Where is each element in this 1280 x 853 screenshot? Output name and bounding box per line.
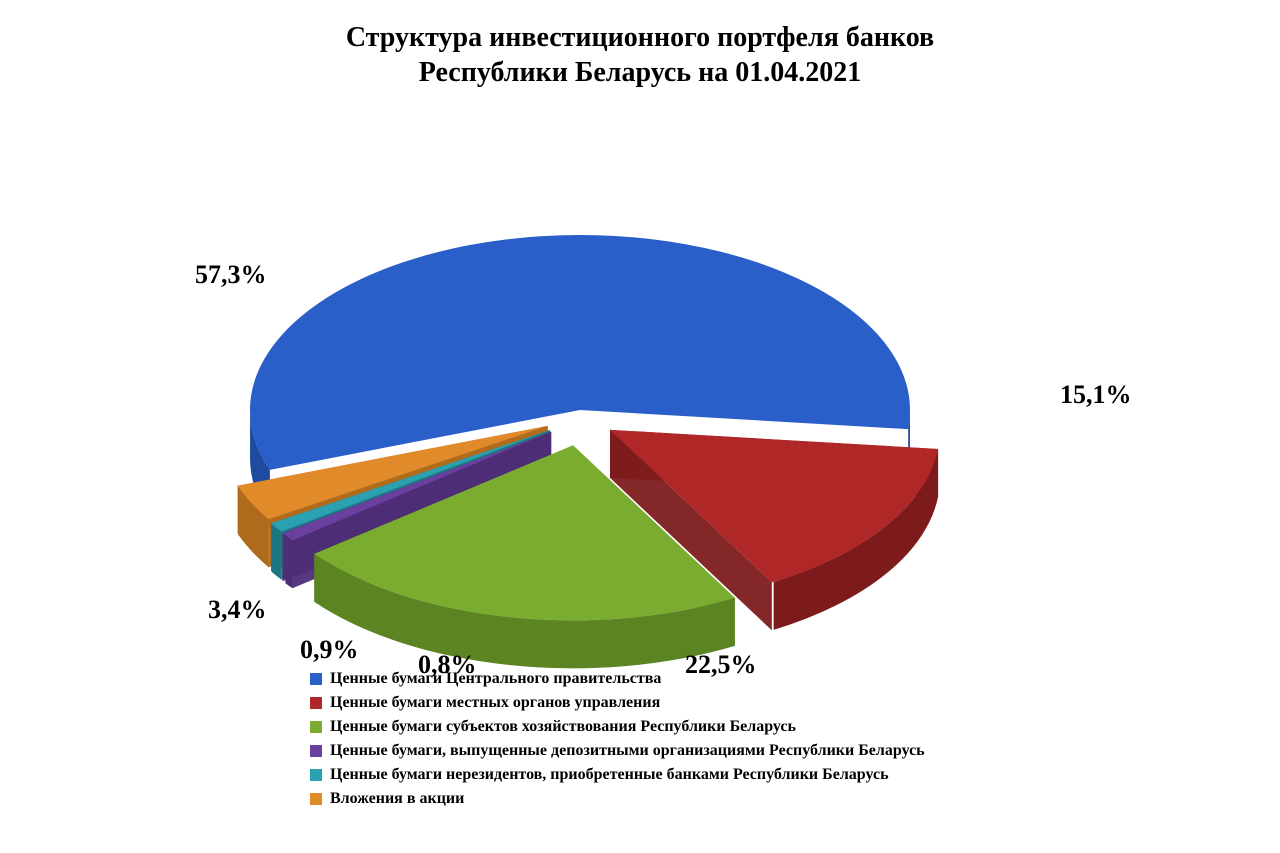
legend: Ценные бумаги Центрального правительства… xyxy=(310,670,925,814)
legend-label: Вложения в акции xyxy=(330,790,464,808)
legend-swatch xyxy=(310,745,322,757)
pie-slice-top xyxy=(250,235,910,470)
legend-swatch xyxy=(310,721,322,733)
legend-label: Ценные бумаги субъектов хозяйствования Р… xyxy=(330,718,796,736)
legend-label: Ценные бумаги, выпущенные депозитными ор… xyxy=(330,742,925,760)
legend-item: Ценные бумаги субъектов хозяйствования Р… xyxy=(310,718,925,736)
legend-item: Ценные бумаги Центрального правительства xyxy=(310,670,925,688)
chart-title: Структура инвестиционного портфеля банко… xyxy=(0,20,1280,90)
pie-slice-label: 57,3% xyxy=(195,260,267,290)
legend-swatch xyxy=(310,673,322,685)
legend-swatch xyxy=(310,793,322,805)
pie-slice-label: 0,9% xyxy=(300,635,359,665)
title-line-2: Республики Беларусь на 01.04.2021 xyxy=(419,57,861,88)
pie-slice-wall xyxy=(285,535,292,588)
legend-label: Ценные бумаги Центрального правительства xyxy=(330,670,661,688)
legend-item: Вложения в акции xyxy=(310,790,925,808)
legend-item: Ценные бумаги местных органов управления xyxy=(310,694,925,712)
title-line-1: Структура инвестиционного портфеля банко… xyxy=(346,22,934,53)
pie-slice-label: 15,1% xyxy=(1060,380,1132,410)
legend-label: Ценные бумаги нерезидентов, приобретенны… xyxy=(330,766,889,784)
legend-label: Ценные бумаги местных органов управления xyxy=(330,694,660,712)
legend-item: Ценные бумаги нерезидентов, приобретенны… xyxy=(310,766,925,784)
legend-swatch xyxy=(310,697,322,709)
pie-slice-wall xyxy=(272,524,282,580)
legend-item: Ценные бумаги, выпущенные депозитными ор… xyxy=(310,742,925,760)
pie-chart: 57,3%15,1%22,5%0,8%0,9%3,4% xyxy=(0,110,1280,630)
legend-swatch xyxy=(310,769,322,781)
pie-slice-label: 3,4% xyxy=(208,595,267,625)
